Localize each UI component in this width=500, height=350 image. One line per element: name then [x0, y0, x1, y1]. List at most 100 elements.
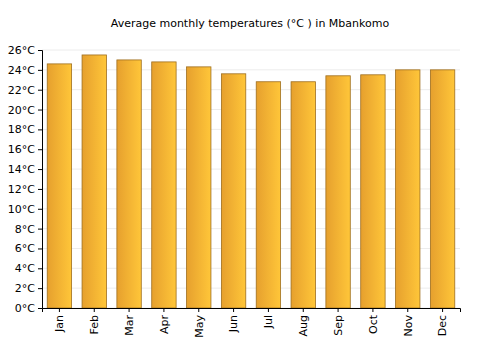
y-tick-mark [38, 70, 42, 71]
x-tick-label: Nov [402, 315, 415, 337]
y-tick-label: 8°C [15, 223, 35, 236]
y-tick: 20°C [8, 104, 42, 117]
chart: Average monthly temperatures (°C ) in Mb… [0, 0, 500, 350]
x-tick: Sep [332, 308, 345, 336]
y-tick: 12°C [8, 183, 42, 196]
y-tick-label: 20°C [8, 104, 35, 117]
x-tick: Nov [402, 308, 415, 336]
x-tick: Oct [367, 308, 380, 334]
bar [187, 67, 211, 308]
x-tick-mark [129, 308, 130, 312]
bar [221, 74, 245, 308]
x-tick-label: Feb [88, 315, 101, 334]
y-tick: 0°C [15, 302, 42, 315]
y-tick: 6°C [15, 242, 42, 255]
x-tick: Aug [297, 308, 310, 336]
x-tick-label: Jan [53, 315, 66, 333]
y-tick: 2°C [15, 282, 42, 295]
bar [361, 75, 385, 308]
x-tick: Jan [53, 308, 66, 333]
bar [326, 76, 350, 308]
y-tick-label: 0°C [15, 302, 35, 315]
y-tick-label: 14°C [8, 163, 35, 176]
x-tick-mark [407, 308, 408, 312]
x-tick-label: Dec [436, 315, 449, 336]
x-tick-label: Oct [367, 314, 380, 334]
grid [42, 50, 460, 308]
bar [117, 60, 141, 308]
x-tick-label: Mar [123, 315, 136, 336]
y-tick-mark [38, 268, 42, 269]
x-tick: Jun [227, 308, 240, 333]
x-tick: Dec [436, 308, 449, 336]
y-tick: 18°C [8, 123, 42, 136]
y-tick-label: 10°C [8, 203, 35, 216]
x-tick: May [193, 308, 206, 338]
y-tick-mark [38, 189, 42, 190]
y-tick-mark [38, 209, 42, 210]
y-tick-mark [38, 50, 42, 51]
bar [47, 64, 71, 308]
bar [430, 70, 454, 308]
x-tick-mark [59, 308, 60, 312]
bar [152, 62, 176, 308]
y-axis: 0°C 2°C 4°C 6°C 8°C 10°C 12°C 14°C 16°C 18°C 20°C 2… [8, 44, 43, 315]
x-axis: Jan Feb Mar Apr May Jun Jul Aug Sep Oct Nov Dec [43, 308, 461, 338]
x-tick-label: Sep [332, 315, 345, 336]
y-tick: 8°C [15, 223, 42, 236]
x-tick-mark [338, 308, 339, 312]
bars [47, 55, 455, 308]
x-tick-label: Jun [227, 315, 240, 333]
bar [256, 82, 280, 308]
y-tick-label: 22°C [8, 84, 35, 97]
y-tick-mark [38, 288, 42, 289]
y-tick-mark [38, 169, 42, 170]
y-tick-mark [38, 149, 42, 150]
bar [396, 70, 420, 308]
y-axis-line [38, 51, 43, 309]
x-tick-mark [442, 308, 443, 312]
y-tick-label: 18°C [8, 123, 35, 136]
x-tick-label: Jul [262, 315, 275, 329]
y-tick-mark [38, 248, 42, 249]
y-tick-label: 4°C [15, 262, 35, 275]
y-tick-label: 6°C [15, 242, 35, 255]
y-tick-label: 16°C [8, 143, 35, 156]
x-tick-mark [372, 308, 373, 312]
x-tick-mark [233, 308, 234, 312]
x-tick-mark [268, 308, 269, 312]
chart-title: Average monthly temperatures (°C ) in Mb… [111, 17, 390, 30]
x-tick-mark [163, 308, 164, 312]
x-tick-mark [94, 308, 95, 312]
y-tick: 22°C [8, 84, 42, 97]
x-tick: Apr [158, 308, 171, 334]
x-tick: Jul [262, 308, 275, 329]
y-tick: 24°C [8, 64, 42, 77]
x-tick-mark [303, 308, 304, 312]
x-tick-mark [198, 308, 199, 312]
y-tick-label: 26°C [8, 44, 35, 57]
x-axis-line [43, 309, 461, 313]
x-tick: Feb [88, 308, 101, 334]
x-tick-label: Aug [297, 315, 310, 336]
y-tick: 14°C [8, 163, 42, 176]
y-tick: 16°C [8, 143, 42, 156]
y-tick-label: 24°C [8, 64, 35, 77]
y-tick-mark [38, 308, 42, 309]
y-tick-label: 2°C [15, 282, 35, 295]
grid-line [42, 50, 460, 51]
y-tick-mark [38, 129, 42, 130]
plot-area: 0°C 2°C 4°C 6°C 8°C 10°C 12°C 14°C 16°C 18°C 20°C 2… [8, 44, 461, 338]
y-tick-mark [38, 229, 42, 230]
x-tick-label: May [193, 315, 206, 338]
x-tick-label: Apr [158, 315, 171, 335]
bar [82, 55, 106, 308]
y-tick: 26°C [8, 44, 42, 57]
y-tick: 10°C [8, 203, 42, 216]
y-tick-mark [38, 110, 42, 111]
y-tick: 4°C [15, 262, 42, 275]
bar [291, 82, 315, 308]
y-tick-label: 12°C [8, 183, 35, 196]
y-tick-mark [38, 90, 42, 91]
x-tick: Mar [123, 308, 136, 336]
